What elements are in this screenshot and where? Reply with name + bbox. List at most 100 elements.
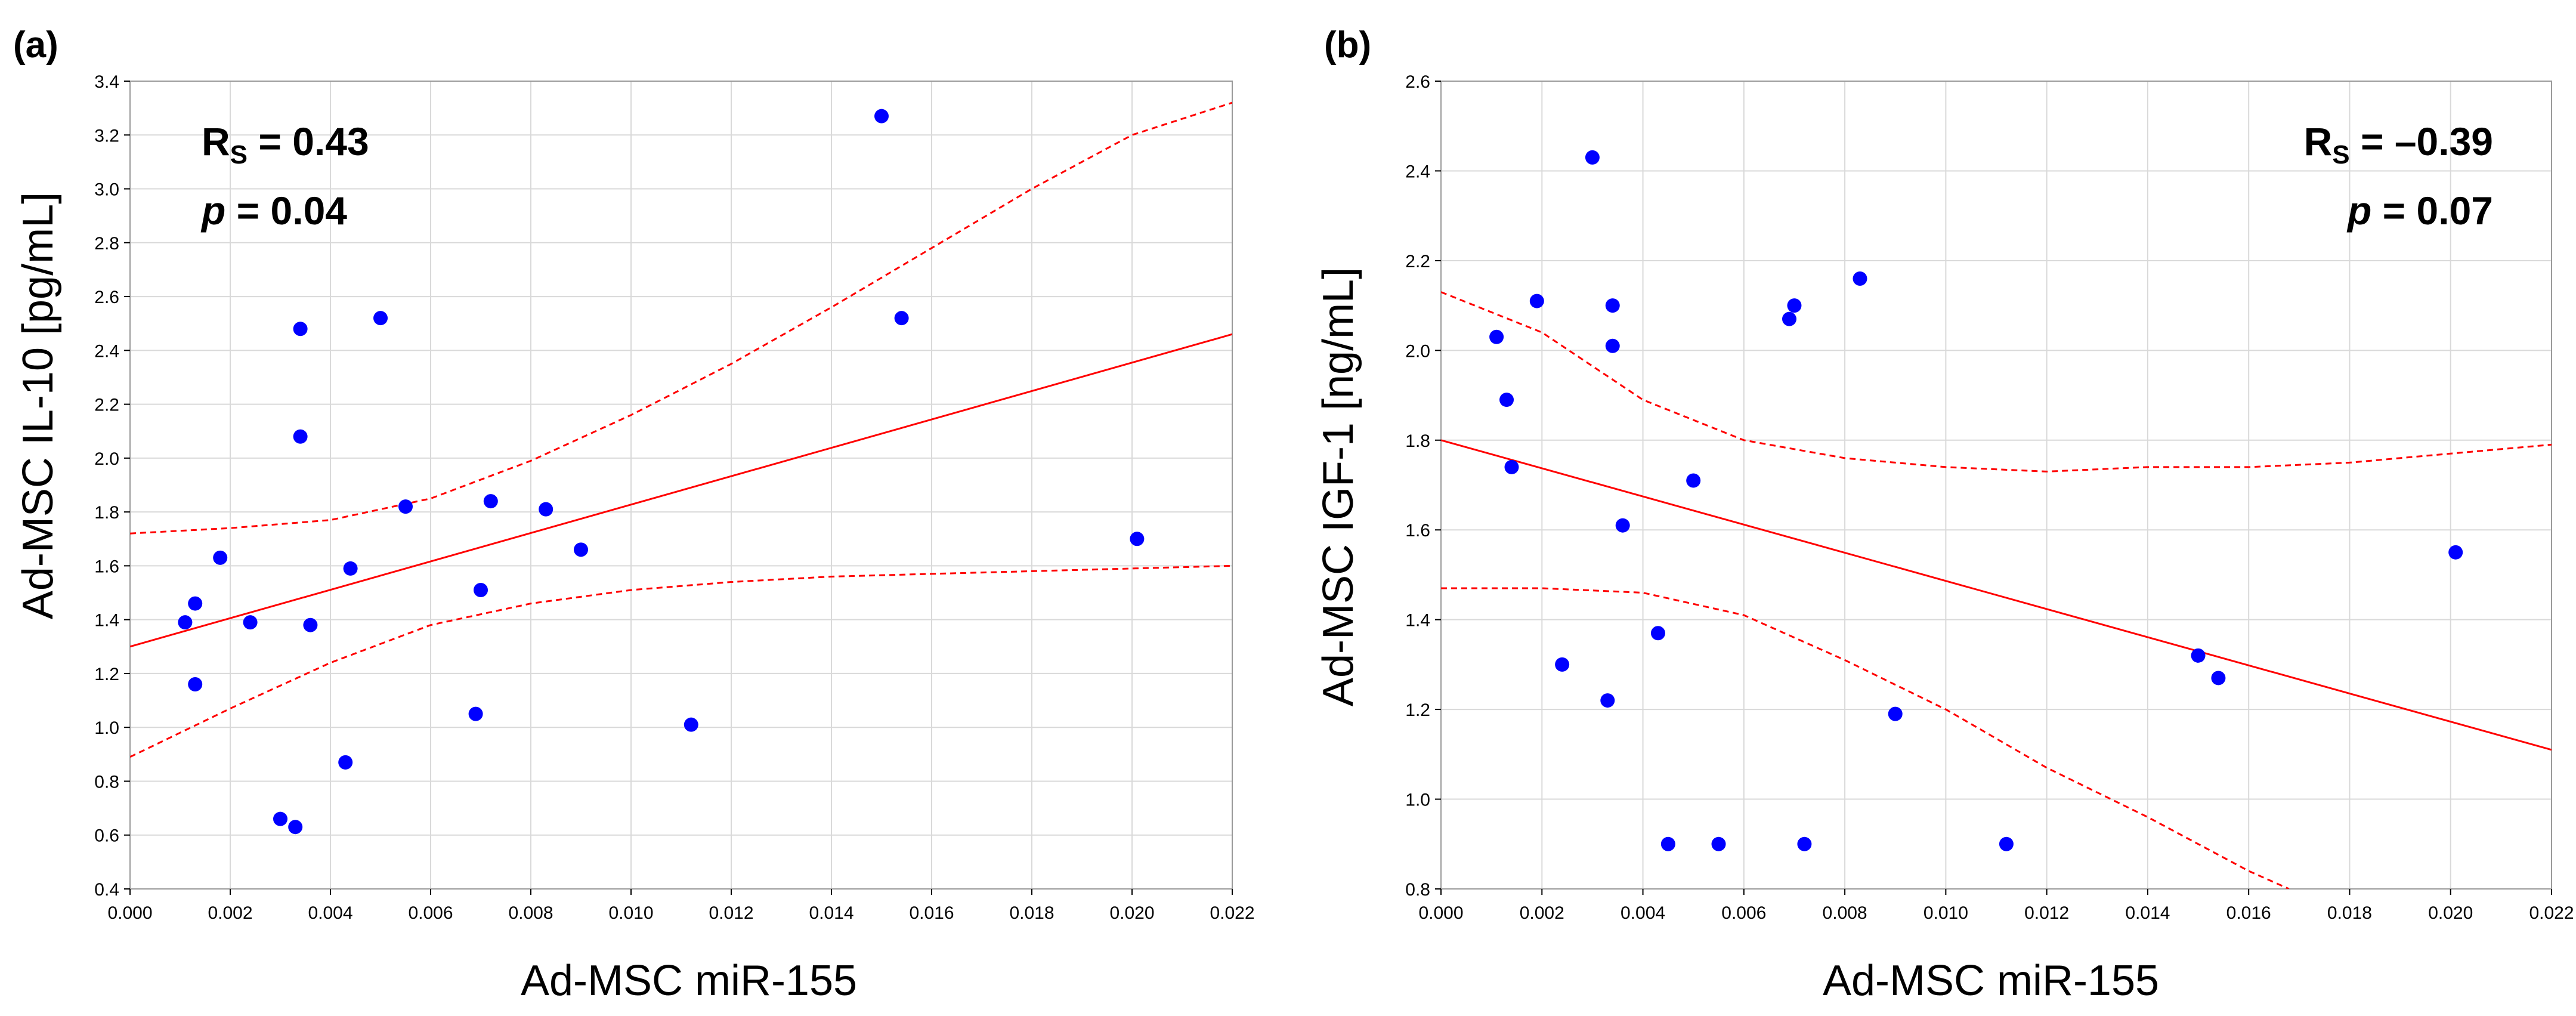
- x-tick-label: 0.018: [2327, 903, 2372, 923]
- data-point: [188, 677, 203, 691]
- y-tick-label: 2.0: [94, 449, 119, 469]
- data-point: [398, 499, 413, 514]
- y-tick-label: 1.0: [94, 718, 119, 738]
- data-point: [1787, 298, 1802, 313]
- data-point: [1711, 836, 1726, 851]
- data-point: [338, 755, 353, 770]
- data-point: [1130, 532, 1145, 546]
- y-tick-label: 0.8: [94, 772, 119, 792]
- y-tick-label: 1.4: [1405, 611, 1430, 631]
- data-point: [474, 583, 488, 598]
- chart-panel-a: (a) 0.000 0.002 0.004 0.006 0.008 0.010 0.012 0…: [13, 24, 1255, 1005]
- data-point: [188, 596, 203, 611]
- x-tick-label: 0.004: [1621, 903, 1665, 923]
- data-point: [1499, 393, 1514, 407]
- y-tick-label: 1.8: [94, 503, 119, 523]
- data-point: [2211, 671, 2226, 685]
- x-tick-label: 0.016: [2226, 903, 2271, 923]
- data-point: [373, 311, 388, 326]
- x-tick-label: 0.008: [1823, 903, 1867, 923]
- y-tick-label: 3.0: [94, 180, 119, 200]
- scatter-chart-a: (a) 0.000 0.002 0.004 0.006 0.008 0.010 0.012 0…: [13, 24, 1255, 1005]
- panel-label: (b): [1324, 24, 1371, 66]
- x-tick-label: 0.012: [2024, 903, 2069, 923]
- x-tick-label: 0.002: [1520, 903, 1564, 923]
- x-tick-label: 0.022: [2529, 903, 2574, 923]
- x-tick-label: 0.006: [408, 903, 453, 923]
- regression-line: [130, 333, 1232, 648]
- data-point: [684, 717, 698, 732]
- data-point: [1797, 836, 1812, 851]
- y-tick-label: 1.4: [94, 611, 119, 631]
- data-point: [273, 811, 287, 826]
- data-point: [483, 494, 498, 509]
- y-tick-label: 2.2: [94, 396, 119, 415]
- x-tick-label: 0.014: [809, 903, 853, 923]
- y-tick-label: 0.4: [94, 880, 119, 900]
- x-tick-label: 0.000: [1418, 903, 1463, 923]
- y-tick-label: 2.6: [94, 288, 119, 307]
- y-tick-label: 2.8: [94, 234, 119, 254]
- data-point: [1888, 706, 1903, 721]
- data-point: [2191, 648, 2206, 663]
- data-point: [874, 109, 889, 123]
- data-point: [303, 617, 318, 632]
- plot-frame: [1440, 81, 2552, 890]
- spearman-r-text: RS = 0.43: [202, 119, 369, 169]
- chart-panel-b: (b) 0.000 0.002 0.004 0.006 0.008 0.010 0.012 0…: [1288, 0, 2576, 1016]
- data-point: [343, 561, 358, 576]
- y-tick-label: 3.2: [94, 126, 119, 146]
- x-tick-label: 0.010: [1924, 903, 1968, 923]
- data-point: [1660, 836, 1675, 851]
- data-point: [243, 615, 258, 630]
- x-tick-label: 0.018: [1009, 903, 1054, 923]
- p-value-text: p = 0.07: [2346, 189, 2493, 233]
- data-point: [2448, 545, 2463, 560]
- x-tick-label: 0.006: [1721, 903, 1766, 923]
- data-point: [1555, 657, 1570, 672]
- data-point: [288, 820, 303, 835]
- x-tick-label: 0.022: [1210, 903, 1254, 923]
- data-point: [293, 429, 308, 444]
- y-tick-label: 0.8: [1405, 880, 1430, 900]
- panel-label: (a): [13, 24, 58, 66]
- data-point: [468, 706, 483, 721]
- data-point: [1489, 329, 1504, 344]
- data-point: [1686, 473, 1701, 488]
- data-point: [178, 615, 193, 630]
- y-tick-label: 2.0: [1405, 341, 1430, 361]
- data-point: [1529, 294, 1544, 308]
- regression-line: [1441, 439, 2552, 751]
- spearman-r-text: RS = –0.39: [2304, 119, 2493, 169]
- x-tick-label: 0.020: [2428, 903, 2473, 923]
- data-point: [1853, 271, 1867, 286]
- x-tick-label: 0.014: [2125, 903, 2170, 923]
- y-tick-label: 2.4: [94, 341, 119, 361]
- x-tick-label: 0.002: [208, 903, 252, 923]
- x-tick-label: 0.020: [1109, 903, 1154, 923]
- y-tick-label: 1.6: [1405, 521, 1430, 541]
- x-axis-title: Ad-MSC miR-155: [521, 957, 857, 1005]
- confidence-band-lower: [130, 564, 1232, 758]
- x-tick-label: 0.010: [608, 903, 653, 923]
- data-point: [1504, 459, 1519, 474]
- x-tick-label: 0.008: [508, 903, 553, 923]
- data-point: [1782, 311, 1796, 326]
- x-tick-label: 0.004: [308, 903, 352, 923]
- scatter-chart-b: (b) 0.000 0.002 0.004 0.006 0.008 0.010 0.012 0…: [1315, 24, 2574, 1005]
- y-tick-label: 2.2: [1405, 252, 1430, 271]
- p-value-text: p = 0.04: [200, 189, 347, 233]
- x-tick-label: 0.012: [709, 903, 753, 923]
- data-point: [894, 311, 909, 326]
- confidence-band-lower: [1441, 587, 2290, 889]
- y-tick-label: 3.4: [94, 72, 119, 92]
- data-point: [1999, 836, 2014, 851]
- y-tick-label: 1.2: [1405, 700, 1430, 720]
- y-axis-title: Ad-MSC IL-10 [pg/mL]: [14, 192, 62, 619]
- data-point: [1585, 150, 1600, 165]
- x-axis-title: Ad-MSC miR-155: [1823, 957, 2159, 1005]
- data-point: [1605, 298, 1620, 313]
- y-tick-label: 0.6: [94, 826, 119, 846]
- data-point: [213, 550, 228, 565]
- data-point: [539, 502, 553, 517]
